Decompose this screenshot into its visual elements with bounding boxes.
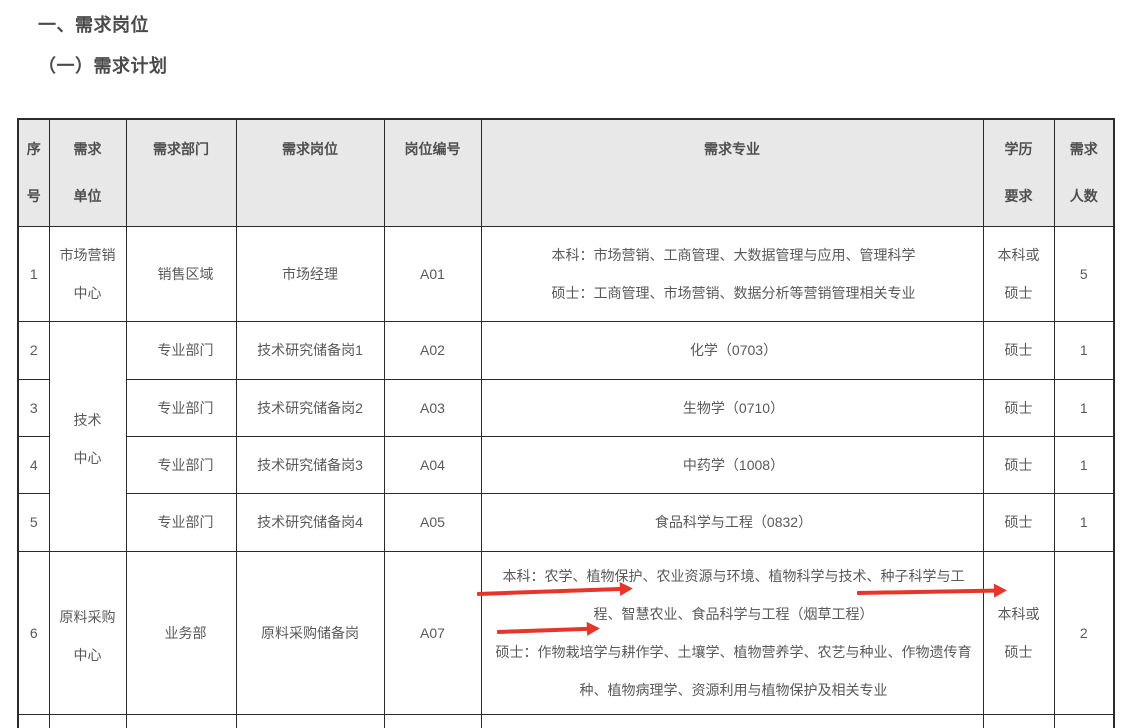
- cell-edu: 硕士: [982, 435, 1055, 494]
- cell-empty: [235, 713, 385, 728]
- col-header-dept: 需求部门: [125, 118, 237, 227]
- cell-no: 6: [17, 550, 50, 715]
- table-row: 5 专业部门 技术研究储备岗4 A05 食品科学与工程（0832） 硕士 1: [17, 492, 1115, 552]
- cell-no: 2: [17, 320, 50, 380]
- cell-post: 技术研究储备岗1: [235, 320, 385, 380]
- table-row: 1 市场营销 中心 销售区域 市场经理 A01 本科：市场营销、工商管理、大数据…: [17, 225, 1115, 322]
- col-header-count: 需求 人数: [1053, 118, 1115, 227]
- cell-majors: 本科：市场营销、工商管理、大数据管理与应用、管理科学 硕士：工商管理、市场营销、…: [480, 225, 984, 322]
- cell-empty: [383, 713, 482, 728]
- cell-no: 4: [17, 435, 50, 494]
- cell-count: 1: [1053, 435, 1115, 494]
- cell-count: 1: [1053, 320, 1115, 380]
- cell-post: 技术研究储备岗2: [235, 378, 385, 437]
- cell-edu: 本科或 硕士: [982, 225, 1055, 322]
- col-header-post: 需求岗位: [235, 118, 385, 227]
- table-row-partial: [17, 713, 1115, 728]
- col-header-no: 序 号: [17, 118, 50, 227]
- cell-majors: 本科：农学、植物保护、农业资源与环境、植物科学与技术、种子科学与工 程、智慧农业…: [480, 550, 984, 715]
- cell-majors: 生物学（0710）: [480, 378, 984, 437]
- cell-dept: 业务部: [125, 550, 237, 715]
- table-header-row: 序 号 需求 单位 需求部门 需求岗位 岗位编号 需求专业 学历 要求 需求 人…: [17, 118, 1115, 227]
- cell-no: 1: [17, 225, 50, 322]
- cell-post: 市场经理: [235, 225, 385, 322]
- cell-dept: 专业部门: [125, 435, 237, 494]
- subsection-title: （一）需求计划: [38, 56, 168, 76]
- cell-count: 1: [1053, 492, 1115, 552]
- table-row: 3 专业部门 技术研究储备岗2 A03 生物学（0710） 硕士 1: [17, 378, 1115, 437]
- cell-post: 技术研究储备岗3: [235, 435, 385, 494]
- cell-post: 技术研究储备岗4: [235, 492, 385, 552]
- cell-edu: 硕士: [982, 378, 1055, 437]
- cell-code: A07: [383, 550, 482, 715]
- cell-empty: [125, 713, 237, 728]
- table-row: 6 原料采购 中心 业务部 原料采购储备岗 A07 本科：农学、植物保护、农业资…: [17, 550, 1115, 715]
- cell-count: 5: [1053, 225, 1115, 322]
- cell-unit: 原料采购 中心: [48, 550, 127, 715]
- col-header-edu: 学历 要求: [982, 118, 1055, 227]
- col-header-unit: 需求 单位: [48, 118, 127, 227]
- cell-empty: [17, 713, 50, 728]
- cell-code: A02: [383, 320, 482, 380]
- cell-empty: [48, 713, 127, 728]
- cell-count: 2: [1053, 550, 1115, 715]
- cell-majors: 化学（0703）: [480, 320, 984, 380]
- table-row: 2 技术 中心 专业部门 技术研究储备岗1 A02 化学（0703） 硕士 1: [17, 320, 1115, 552]
- cell-code: A05: [383, 492, 482, 552]
- cell-edu: 硕士: [982, 320, 1055, 380]
- cell-majors: 食品科学与工程（0832）: [480, 492, 984, 552]
- cell-post: 原料采购储备岗: [235, 550, 385, 715]
- section-title: 一、需求岗位: [38, 15, 149, 35]
- cell-count: 1: [1053, 378, 1115, 437]
- cell-no: 3: [17, 378, 50, 437]
- col-header-majors: 需求专业: [480, 118, 984, 227]
- cell-majors: 中药学（1008）: [480, 435, 984, 494]
- cell-dept: 专业部门: [125, 492, 237, 552]
- recruitment-demand-table: 序 号 需求 单位 需求部门 需求岗位 岗位编号 需求专业 学历 要求 需求 人…: [17, 118, 1115, 728]
- cell-edu: 硕士: [982, 492, 1055, 552]
- cell-empty: [480, 713, 984, 728]
- cell-dept: 专业部门: [125, 320, 237, 380]
- cell-code: A01: [383, 225, 482, 322]
- cell-code: A04: [383, 435, 482, 494]
- cell-unit-merged: 技术 中心: [48, 320, 127, 552]
- col-header-code: 岗位编号: [383, 118, 482, 227]
- cell-code: A03: [383, 378, 482, 437]
- cell-no: 5: [17, 492, 50, 552]
- cell-empty: [982, 713, 1055, 728]
- cell-unit: 市场营销 中心: [48, 225, 127, 322]
- cell-empty: [1053, 713, 1115, 728]
- cell-dept: 销售区域: [125, 225, 237, 322]
- cell-dept: 专业部门: [125, 378, 237, 437]
- table-row: 4 专业部门 技术研究储备岗3 A04 中药学（1008） 硕士 1: [17, 435, 1115, 494]
- cell-edu: 本科或 硕士: [982, 550, 1055, 715]
